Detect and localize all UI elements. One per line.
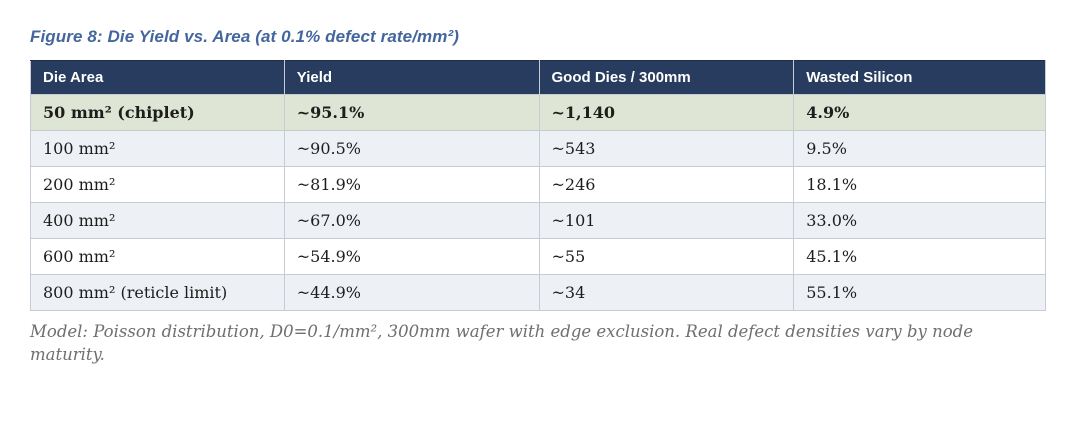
table-row: 200 mm² ~81.9% ~246 18.1%	[30, 166, 1046, 203]
cell-wasted: 45.1%	[793, 238, 1046, 275]
column-header-yield: Yield	[283, 60, 540, 95]
cell-yield: ~90.5%	[283, 130, 540, 167]
cell-good-dies: ~101	[538, 202, 795, 239]
cell-good-dies: ~246	[538, 166, 795, 203]
cell-wasted: 4.9%	[793, 94, 1046, 131]
table-row: 100 mm² ~90.5% ~543 9.5%	[30, 130, 1046, 167]
table-body: 50 mm² (chiplet) ~95.1% ~1,140 4.9% 100 …	[30, 94, 1046, 311]
column-header-good-dies: Good Dies / 300mm	[538, 60, 795, 95]
cell-die-area: 50 mm² (chiplet)	[30, 94, 285, 131]
cell-die-area: 400 mm²	[30, 202, 285, 239]
cell-die-area: 100 mm²	[30, 130, 285, 167]
cell-wasted: 55.1%	[793, 274, 1046, 311]
column-header-die-area: Die Area	[30, 60, 285, 95]
model-footnote: Model: Poisson distribution, D0=0.1/mm²,…	[30, 322, 973, 365]
cell-yield: ~95.1%	[283, 94, 540, 131]
cell-die-area: 600 mm²	[30, 238, 285, 275]
cell-good-dies: ~1,140	[538, 94, 795, 131]
table-row: 400 mm² ~67.0% ~101 33.0%	[30, 202, 1046, 239]
cell-yield: ~81.9%	[283, 166, 540, 203]
cell-good-dies: ~34	[538, 274, 795, 311]
cell-good-dies: ~543	[538, 130, 795, 167]
cell-wasted: 18.1%	[793, 166, 1046, 203]
figure-container: Figure 8: Die Yield vs. Area (at 0.1% de…	[30, 27, 1046, 365]
cell-die-area: 200 mm²	[30, 166, 285, 203]
cell-yield: ~54.9%	[283, 238, 540, 275]
table-row: 800 mm² (reticle limit) ~44.9% ~34 55.1%	[30, 274, 1046, 311]
header-row: Die Area Yield Good Dies / 300mm Wasted …	[30, 60, 1046, 95]
cell-wasted: 9.5%	[793, 130, 1046, 167]
cell-wasted: 33.0%	[793, 202, 1046, 239]
cell-good-dies: ~55	[538, 238, 795, 275]
die-yield-table: Die Area Yield Good Dies / 300mm Wasted …	[30, 60, 1046, 311]
cell-die-area: 800 mm² (reticle limit)	[30, 274, 285, 311]
column-header-wasted: Wasted Silicon	[793, 60, 1046, 95]
table-row: 50 mm² (chiplet) ~95.1% ~1,140 4.9%	[30, 94, 1046, 131]
cell-yield: ~67.0%	[283, 202, 540, 239]
table-row: 600 mm² ~54.9% ~55 45.1%	[30, 238, 1046, 275]
figure-title: Figure 8: Die Yield vs. Area (at 0.1% de…	[30, 27, 459, 46]
table-header: Die Area Yield Good Dies / 300mm Wasted …	[30, 60, 1046, 95]
cell-yield: ~44.9%	[283, 274, 540, 311]
